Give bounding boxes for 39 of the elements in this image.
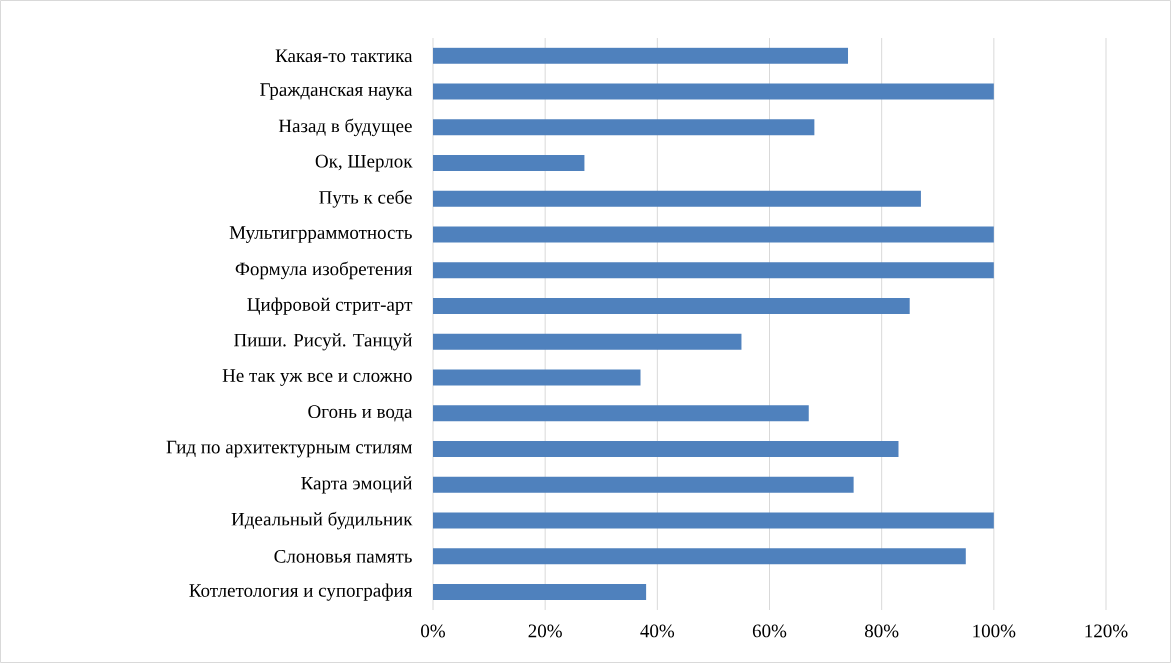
x-tick-label: 0% (421, 624, 446, 638)
bar (433, 476, 854, 493)
y-tick-label: Карта эмоций (301, 476, 413, 494)
bar (433, 155, 585, 172)
y-tick-label: Огонь и вода (308, 405, 413, 422)
x-tick-label: 100% (973, 624, 1016, 638)
y-tick-label: Гид по архитектурным стилям (166, 440, 413, 458)
bar (433, 226, 994, 243)
bar (433, 262, 994, 279)
bar (433, 83, 994, 100)
bar (433, 298, 910, 315)
y-tick-label: Пиши. Рисуй. Танцуй (234, 333, 413, 351)
y-tick-label: Гражданская наука (260, 83, 413, 100)
x-tick-label: 80% (864, 624, 899, 638)
bar (433, 405, 809, 422)
y-tick-label: Назад в будущее (278, 118, 412, 137)
bar (433, 512, 994, 529)
bar (433, 47, 849, 64)
bar (433, 441, 899, 458)
y-tick-label: Путь к себе (319, 190, 412, 208)
x-tick-label: 40% (640, 624, 675, 638)
y-tick-label: Идеальный будильник (231, 511, 413, 530)
bar (433, 119, 815, 136)
x-tick-label: 20% (528, 624, 562, 638)
y-tick-label: Слоновья память (274, 549, 412, 563)
y-tick-label: Цифровой стрит-арт (247, 297, 413, 315)
bar (433, 333, 742, 350)
y-tick-label: Формула изобретения (235, 261, 413, 280)
bar (433, 190, 921, 207)
bar (433, 369, 641, 386)
y-tick-label: Ок, Шерлок (315, 154, 413, 172)
bar (433, 548, 966, 565)
x-tick-label: 120% (1085, 624, 1128, 638)
y-tick-label: Мультигрраммотность (229, 226, 412, 243)
y-tick-label: Какая-то тактика (275, 49, 413, 63)
x-tick-label: 60% (752, 624, 787, 638)
y-tick-label: Не так уж все и сложно (222, 369, 412, 386)
y-tick-label: Котлетология и супография (189, 583, 413, 601)
bar (433, 584, 647, 601)
